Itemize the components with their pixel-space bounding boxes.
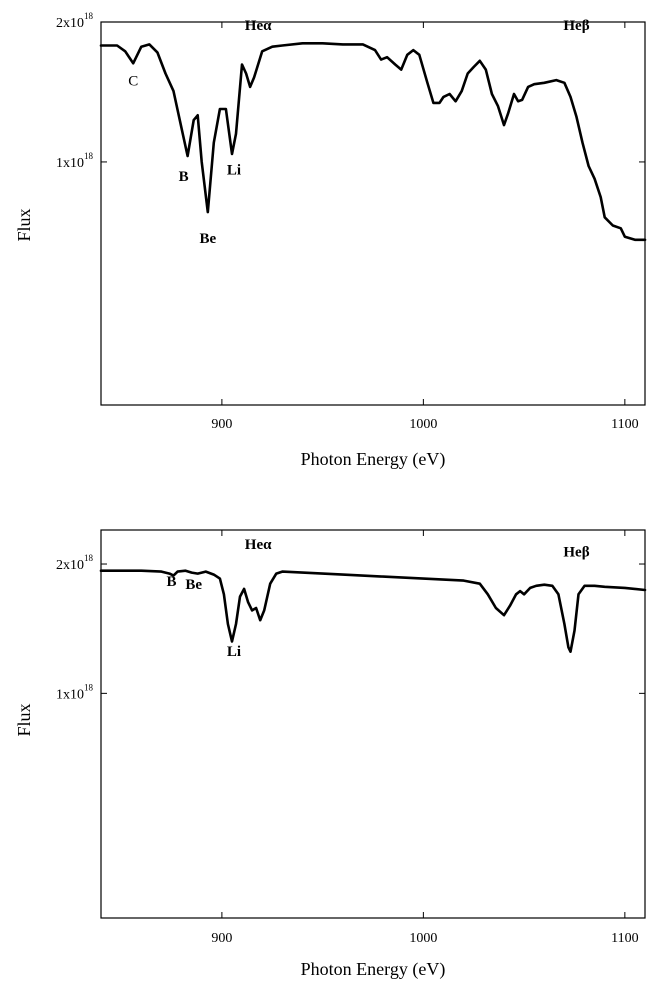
x-tick-label-1-900: 900: [211, 417, 232, 432]
plot-frame-2: [100, 529, 646, 919]
x-tick-label-2-1000: 1000: [409, 931, 437, 946]
annotation-2-be-label: Be: [185, 577, 202, 593]
x-axis-title-1: Photon Energy (eV): [301, 449, 446, 470]
y-axis-title-2: Flux: [14, 703, 34, 736]
x-tick-label-1-1100: 1100: [611, 417, 638, 432]
annotation-2-li-label: Li: [227, 644, 241, 660]
annotation-2-he-line: Heβ: [563, 545, 589, 561]
x-tick-label-1-1000: 1000: [409, 417, 437, 432]
y-axis-title-1: Flux: [14, 208, 34, 241]
x-axis-title-2: Photon Energy (eV): [301, 959, 446, 980]
y-tick-exponent: 18: [84, 151, 94, 161]
annotation-1-c-label: C: [128, 74, 138, 90]
annotation-1-b-label: B: [179, 169, 189, 185]
y-tick-mantissa: 1x10: [56, 156, 84, 171]
y-tick-label-2-1: 2x1018: [56, 553, 94, 573]
y-tick-label-1-0: 1x1018: [56, 151, 94, 171]
y-tick-exponent: 18: [84, 553, 94, 563]
annotation-1-li-label: Li: [227, 162, 241, 178]
annotation-2-b-label: B: [167, 574, 177, 590]
y-tick-mantissa: 2x10: [56, 16, 84, 31]
annotation-1-he-line: Heβ: [563, 18, 589, 34]
y-tick-exponent: 18: [84, 682, 94, 692]
y-tick-label-2-0: 1x1018: [56, 682, 94, 702]
x-tick-label-2-900: 900: [211, 931, 232, 946]
annotation-2-he-line: Heα: [245, 537, 272, 553]
y-tick-mantissa: 2x10: [56, 558, 84, 573]
spectrum-line-1-1: [99, 41, 647, 242]
y-tick-mantissa: 1x10: [56, 687, 84, 702]
annotation-1-be-label: Be: [199, 231, 216, 247]
y-tick-exponent: 18: [84, 11, 94, 21]
x-tick-label-2-1100: 1100: [611, 931, 638, 946]
spectrum-line-2-1: [99, 569, 647, 654]
plot-frame-1: [100, 21, 646, 406]
y-tick-label-1-1: 2x1018: [56, 11, 94, 31]
annotation-1-he-line: Heα: [245, 18, 272, 34]
